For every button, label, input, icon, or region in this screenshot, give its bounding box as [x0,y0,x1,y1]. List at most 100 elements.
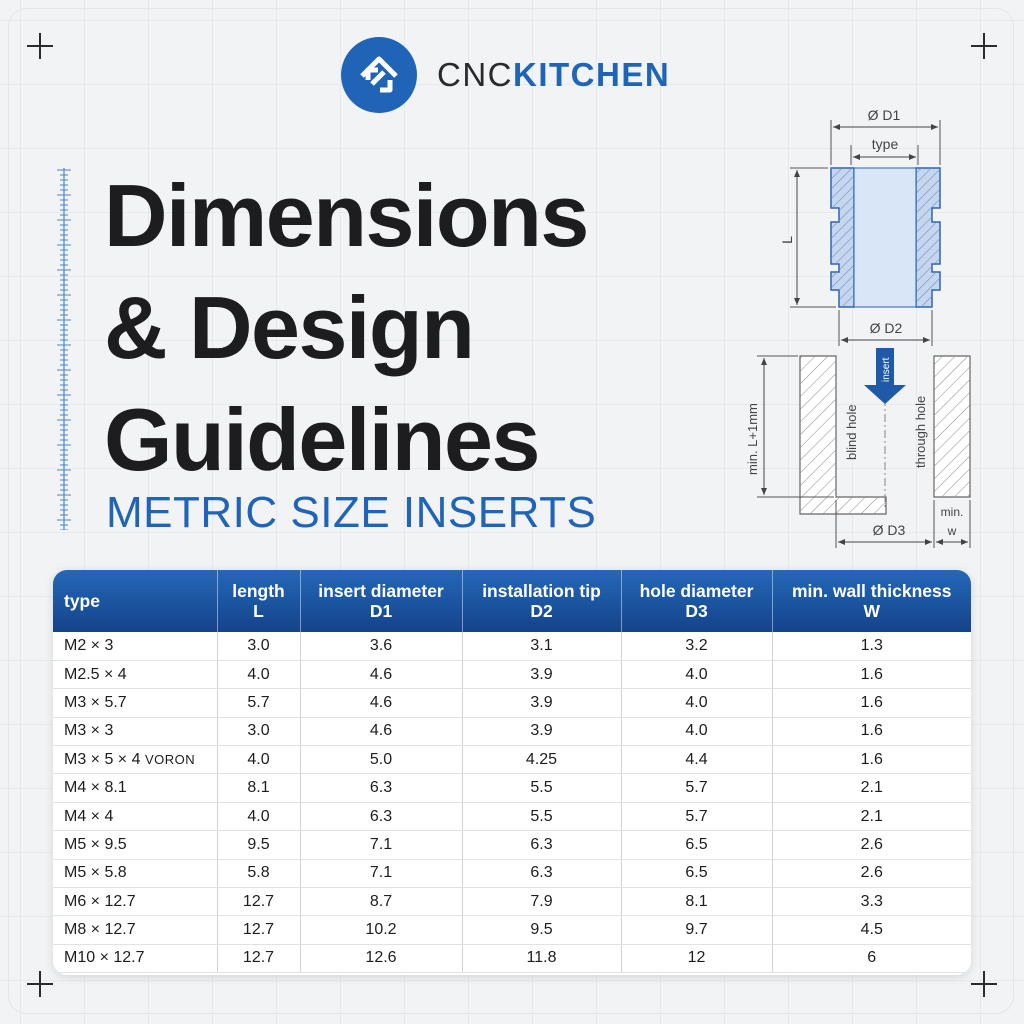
cell-type-note: VORON [144,751,196,767]
cell-l: 5.7 [217,688,301,718]
cell-d2: 11.8 [462,944,622,974]
cell-w: 1.6 [772,717,971,747]
cell-type: M3 × 5 × 4 VORON [53,745,218,775]
table-row: M3 × 3 3.0 4.6 3.9 4.0 1.6 [53,717,971,747]
table-header-row: type length L insert diameter D1 installat… [53,570,971,632]
cell-d2: 7.9 [462,887,622,917]
cell-d3: 8.1 [621,887,773,917]
dimensions-table: type length L insert diameter D1 installat… [53,570,971,975]
col-header-hole-diameter: hole diameter D3 [621,570,773,632]
table-row: M8 × 12.7 12.7 10.2 9.5 9.7 4.5 [53,915,971,945]
page-subtitle: METRIC SIZE INSERTS [106,488,597,537]
col-header-length: length L [217,570,301,632]
cell-w: 4.5 [772,915,971,945]
cell-d3: 4.0 [621,660,773,690]
col-header-installation-tip: installation tip D2 [462,570,622,632]
label-d1: Ø D1 [868,107,901,123]
brand-name: CNCKITCHEN [437,56,670,94]
page-title: Dimensions & Design Guidelines [104,160,744,496]
cell-d2: 5.5 [462,802,622,832]
cell-l: 5.8 [217,859,301,889]
col-header-insert-diameter: insert diameter D1 [300,570,463,632]
cell-d3: 6.5 [621,859,773,889]
cell-l: 4.0 [217,745,301,775]
label-min-length: min. L+1mm [745,403,760,475]
cell-d1: 5.0 [300,745,463,775]
insert-dimension-diagram: Ø D1 type L Ø D2 insert blin [745,107,971,548]
cell-d3: 5.7 [621,773,773,803]
cell-d2: 5.5 [462,773,622,803]
cell-type: M5 × 9.5 [53,830,218,860]
cell-type: M2.5 × 4 [53,660,218,690]
corner-crosshair-bottom-left [27,971,53,997]
brand-logo: CNCKITCHEN [341,37,670,113]
cell-d2: 9.5 [462,915,622,945]
table-row: M2.5 × 4 4.0 4.6 3.9 4.0 1.6 [53,660,971,690]
cell-d2: 6.3 [462,859,622,889]
cell-d2: 3.1 [462,632,622,661]
cell-type: M6 × 12.7 [53,887,218,917]
cell-w: 3.3 [772,887,971,917]
cell-d1: 4.6 [300,717,463,747]
label-min: min. [941,505,964,519]
cell-type: M3 × 3 [53,717,218,747]
cell-d2: 6.3 [462,830,622,860]
table-row: M4 × 8.1 8.1 6.3 5.5 5.7 2.1 [53,773,971,803]
cell-d3: 4.4 [621,745,773,775]
label-type: type [872,136,899,152]
cell-d1: 10.2 [300,915,463,945]
cell-d1: 3.6 [300,632,463,661]
cell-d3: 12 [621,944,773,974]
cell-d1: 4.6 [300,660,463,690]
table-row: M5 × 5.8 5.8 7.1 6.3 6.5 2.6 [53,859,971,889]
cell-l: 3.0 [217,717,301,747]
cell-type: M4 × 8.1 [53,773,218,803]
cell-d3: 4.0 [621,717,773,747]
label-d3: Ø D3 [873,522,906,538]
cell-w: 6 [772,944,971,974]
cell-w: 2.1 [772,773,971,803]
cell-l: 8.1 [217,773,301,803]
cell-l: 4.0 [217,660,301,690]
cell-w: 1.3 [772,632,971,661]
cell-d1: 6.3 [300,773,463,803]
cell-d2: 4.25 [462,745,622,775]
cell-w: 1.6 [772,745,971,775]
title-line-2: & Design [104,278,475,377]
corner-crosshair-top-left [27,33,53,59]
cell-d1: 7.1 [300,859,463,889]
corner-crosshair-top-right [971,33,997,59]
label-w: w [947,524,957,538]
cell-w: 2.1 [772,802,971,832]
cell-type: M2 × 3 [53,632,218,661]
label-d2: Ø D2 [870,320,903,336]
title-line-3: Guidelines [104,390,540,489]
cell-l: 3.0 [217,632,301,661]
cell-d2: 3.9 [462,688,622,718]
table-row: M10 × 12.7 12.7 12.6 11.8 12 6 [53,944,971,974]
cell-w: 2.6 [772,859,971,889]
cell-d2: 3.9 [462,660,622,690]
cell-type: M10 × 12.7 [53,944,218,974]
table-row: M6 × 12.7 12.7 8.7 7.9 8.1 3.3 [53,887,971,917]
table-row: M4 × 4 4.0 6.3 5.5 5.7 2.1 [53,802,971,832]
cell-type: M8 × 12.7 [53,915,218,945]
cell-l: 12.7 [217,944,301,974]
corner-crosshair-bottom-right [971,971,997,997]
brand-name-part1: CNC [437,56,513,93]
cell-d3: 4.0 [621,688,773,718]
cell-d2: 3.9 [462,717,622,747]
cell-type: M3 × 5.7 [53,688,218,718]
label-blind-hole: blind hole [844,404,859,460]
cell-w: 2.6 [772,830,971,860]
cell-d1: 7.1 [300,830,463,860]
cell-d3: 5.7 [621,802,773,832]
cell-d1: 4.6 [300,688,463,718]
cell-d1: 8.7 [300,887,463,917]
label-insert: insert [881,357,892,382]
table-row: M3 × 5.7 5.7 4.6 3.9 4.0 1.6 [53,688,971,718]
label-through-hole: through hole [913,396,928,468]
brand-name-part2: KITCHEN [513,56,671,93]
col-header-wall-thickness: min. wall thickness W [792,581,952,621]
cell-type: M4 × 4 [53,802,218,832]
